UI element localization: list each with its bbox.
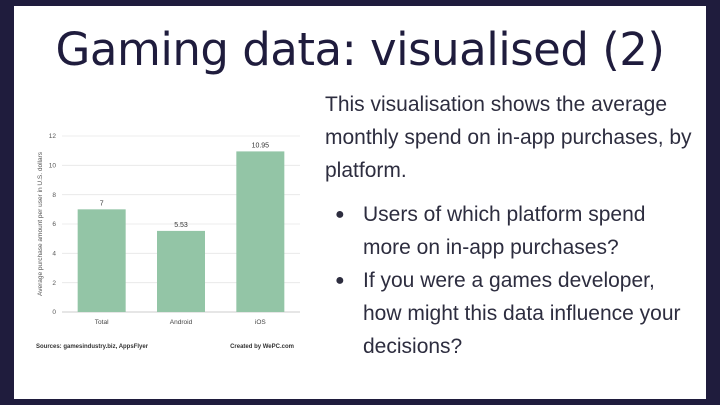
intro-paragraph: This visualisation shows the average mon… xyxy=(325,93,692,182)
slide-title: Gaming data: visualised (2) xyxy=(55,23,665,76)
x-category-label: Android xyxy=(170,319,193,326)
bar-total xyxy=(77,209,126,312)
bullet-icon: ● xyxy=(335,272,345,289)
y-tick-label: 4 xyxy=(52,251,56,258)
slide-body: This visualisation shows the average mon… xyxy=(325,88,695,363)
bar-value-label: 7 xyxy=(100,200,104,207)
y-tick-label: 12 xyxy=(49,133,57,140)
bar-chart: 0 2 4 6 8 10 12 7 Total 5.53 Android 10.95 iOS Avera… xyxy=(32,122,308,358)
y-tick-label: 0 xyxy=(52,309,56,316)
y-axis-label: Average purchase amount per user in U.S.… xyxy=(37,151,44,296)
x-category-label: Total xyxy=(95,319,109,326)
chart-bars xyxy=(77,151,285,312)
bar-value-label: 10.95 xyxy=(252,142,270,149)
bullet-icon: ● xyxy=(335,206,345,223)
chart-credit-note: Created by WePC.com xyxy=(230,344,294,350)
bar-android xyxy=(157,230,205,312)
bar-ios xyxy=(236,151,285,312)
x-category-label: iOS xyxy=(255,319,266,326)
bar-value-label: 5.53 xyxy=(174,222,188,229)
question-text: Users of which platform spend more on in… xyxy=(363,203,646,259)
y-tick-label: 6 xyxy=(52,221,56,228)
question-text: If you were a games developer, how might… xyxy=(363,269,681,358)
y-tick-label: 8 xyxy=(52,192,56,199)
chart-source-note: Sources: gamesindustry.biz, AppsFlyer xyxy=(36,344,149,350)
question-item: ● Users of which platform spend more on … xyxy=(325,198,695,264)
y-tick-label: 2 xyxy=(52,280,56,287)
bar-chart-svg: 0 2 4 6 8 10 12 7 Total 5.53 Android 10.95 iOS Avera… xyxy=(36,133,300,350)
question-list: ● Users of which platform spend more on … xyxy=(325,198,695,363)
question-item: ● If you were a games developer, how mig… xyxy=(325,264,695,363)
chart-labels: 0 2 4 6 8 10 12 7 Total 5.53 Android 10.95 iOS xyxy=(49,133,269,326)
y-tick-label: 10 xyxy=(49,163,57,170)
